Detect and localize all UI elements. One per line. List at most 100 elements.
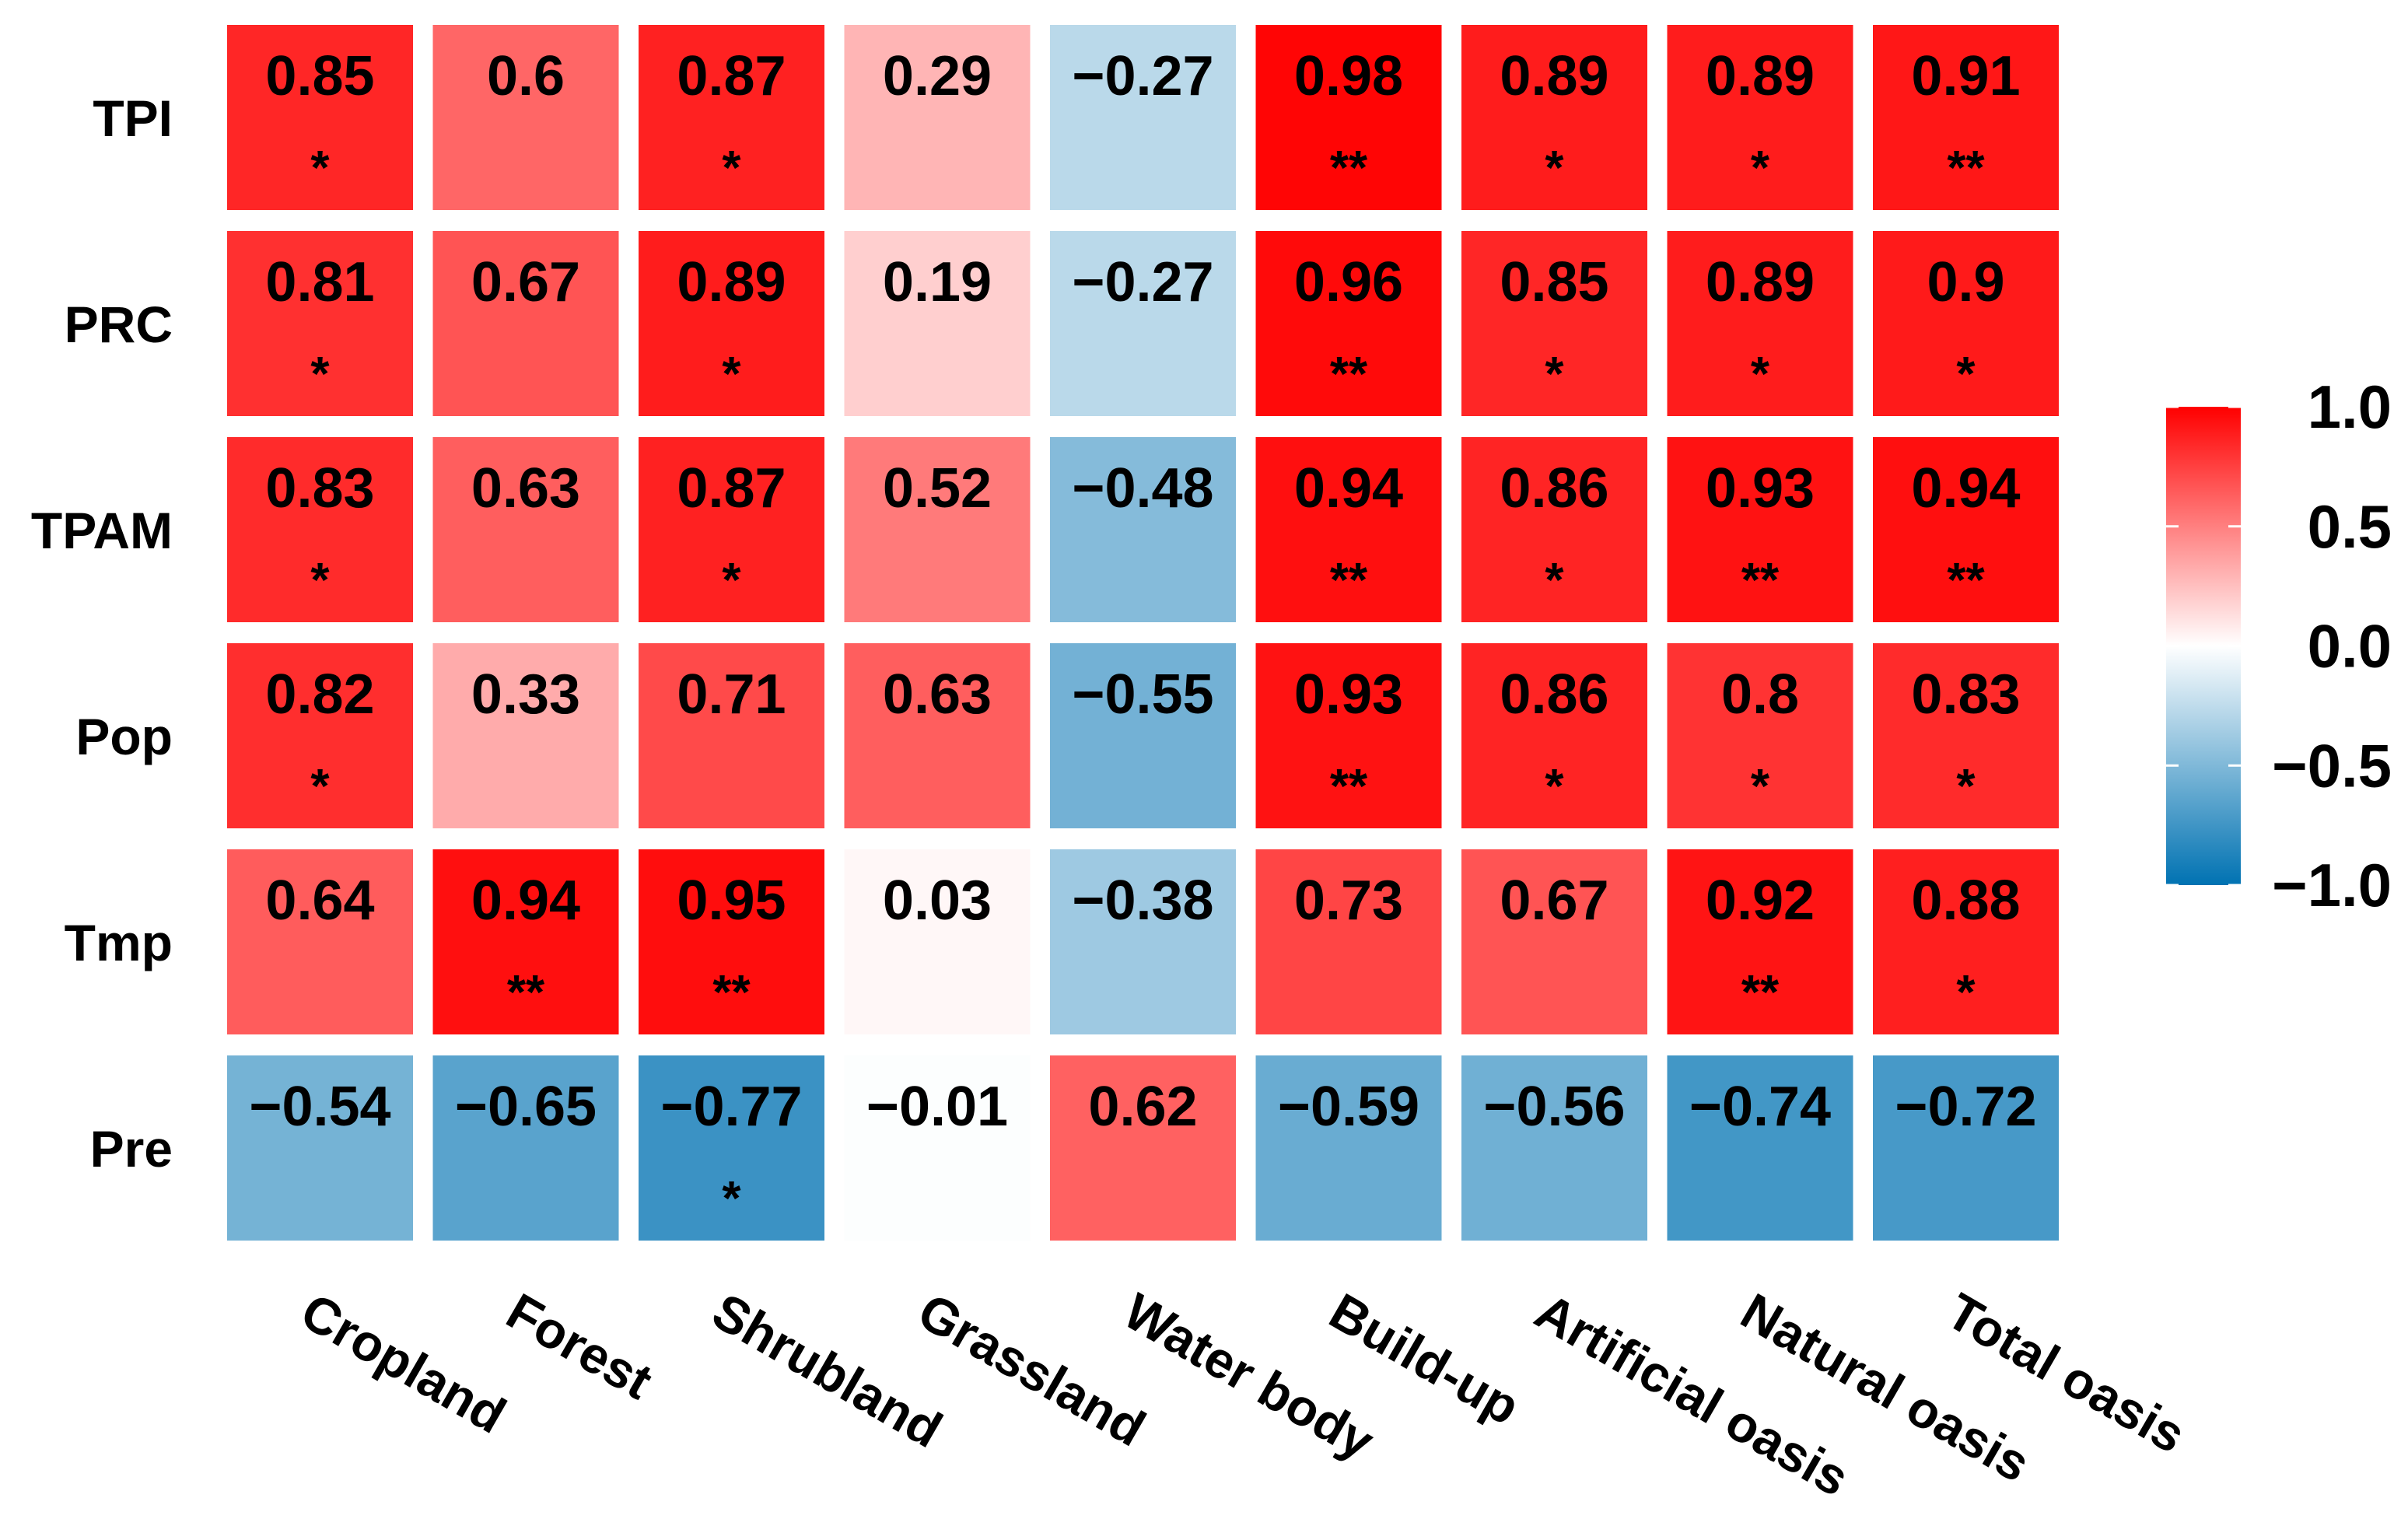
cell-value-label: 0.6 bbox=[487, 45, 565, 107]
cell-rect bbox=[1050, 1055, 1236, 1241]
cell-rect bbox=[1873, 1055, 2059, 1241]
heatmap-cell: −0.74 bbox=[1667, 1055, 1853, 1241]
heatmap-cell: 0.95 ** bbox=[639, 849, 824, 1034]
cell-rect bbox=[1667, 437, 1853, 622]
cell-value-label: 0.52 bbox=[883, 457, 992, 520]
heatmap-cell: −0.54 bbox=[227, 1055, 413, 1241]
cell-rect bbox=[1050, 437, 1236, 622]
column-label: Forest bbox=[498, 1282, 663, 1410]
cell-significance-label: * bbox=[1545, 348, 1564, 401]
cell-rect bbox=[639, 1055, 824, 1241]
heatmap-cell: 0.82 * bbox=[227, 643, 413, 828]
cell-value-label: −0.38 bbox=[1072, 870, 1213, 932]
cell-significance-label: * bbox=[1545, 554, 1564, 607]
cell-value-label: 0.63 bbox=[471, 457, 580, 520]
heatmap-cell: 0.89 * bbox=[1667, 25, 1853, 210]
cell-rect bbox=[1255, 1055, 1442, 1241]
cell-rect bbox=[1667, 643, 1853, 828]
cell-rect bbox=[1255, 849, 1442, 1034]
cell-rect bbox=[1667, 849, 1853, 1034]
cell-value-label: 0.93 bbox=[1294, 663, 1403, 726]
cell-significance-label: * bbox=[722, 142, 741, 195]
cell-rect bbox=[1461, 25, 1647, 210]
heatmap-cell: 0.91 ** bbox=[1873, 25, 2059, 210]
cell-rect bbox=[227, 25, 413, 210]
heatmap-cell: 0.71 bbox=[639, 643, 824, 828]
cell-rect bbox=[1667, 1055, 1853, 1241]
cell-significance-label: * bbox=[1956, 966, 1976, 1020]
heatmap-cell: −0.27 bbox=[1050, 25, 1236, 210]
cell-value-label: 0.87 bbox=[677, 45, 786, 107]
cell-value-label: 0.83 bbox=[1911, 663, 2020, 726]
cell-rect bbox=[1255, 437, 1442, 622]
heatmap-cell: 0.92 ** bbox=[1667, 849, 1853, 1034]
cell-value-label: 0.71 bbox=[677, 663, 786, 726]
cell-significance-label: * bbox=[1956, 348, 1976, 401]
cell-rect bbox=[1873, 25, 2059, 210]
cell-value-label: −0.01 bbox=[866, 1076, 1008, 1138]
heatmap-cell: 0.94 ** bbox=[1873, 437, 2059, 622]
heatmap-cell: 0.94 ** bbox=[1255, 437, 1442, 622]
heatmap-cell: 0.87 * bbox=[639, 437, 824, 622]
cell-rect bbox=[432, 231, 619, 416]
row-label: TPAM bbox=[31, 502, 173, 559]
heatmap-cell: 0.93 ** bbox=[1255, 643, 1442, 828]
cell-value-label: 0.83 bbox=[265, 457, 374, 520]
colorbar-tick-label: −1.0 bbox=[2272, 851, 2392, 919]
cell-significance-label: * bbox=[1545, 142, 1564, 195]
cell-value-label: 0.81 bbox=[265, 251, 374, 313]
cell-rect bbox=[432, 437, 619, 622]
heatmap-cell: 0.81 * bbox=[227, 231, 413, 416]
heatmap-cell: 0.9 * bbox=[1873, 231, 2059, 416]
cell-rect bbox=[227, 1055, 413, 1241]
cell-significance-label: ** bbox=[1330, 554, 1368, 607]
cell-value-label: 0.85 bbox=[265, 45, 374, 107]
heatmap-cell: −0.72 bbox=[1873, 1055, 2059, 1241]
heatmap-cell: −0.65 bbox=[432, 1055, 619, 1241]
heatmap-cell: 0.67 bbox=[1461, 849, 1647, 1034]
row-label: PRC bbox=[65, 296, 173, 353]
cell-value-label: −0.72 bbox=[1895, 1076, 2036, 1138]
cell-rect bbox=[639, 437, 824, 622]
cell-value-label: −0.65 bbox=[455, 1076, 597, 1138]
heatmap-cell: 0.33 bbox=[432, 643, 619, 828]
cell-value-label: 0.88 bbox=[1911, 870, 2020, 932]
colorbar-tick-label: 0.5 bbox=[2308, 492, 2392, 561]
cell-significance-label: ** bbox=[1330, 760, 1368, 814]
cell-rect bbox=[844, 437, 1031, 622]
cell-significance-label: ** bbox=[712, 966, 751, 1020]
cell-value-label: 0.93 bbox=[1706, 457, 1815, 520]
cell-rect bbox=[1667, 25, 1853, 210]
cell-significance-label: ** bbox=[1947, 554, 1985, 607]
column-label: Shrubland bbox=[703, 1282, 952, 1458]
column-label: Grassland bbox=[909, 1282, 1156, 1458]
cell-significance-label: * bbox=[1956, 760, 1976, 814]
row-label: Tmp bbox=[65, 914, 173, 971]
heatmap-cell: 0.62 bbox=[1050, 1055, 1236, 1241]
heatmap-cell: −0.27 bbox=[1050, 231, 1236, 416]
heatmap-cell: 0.73 bbox=[1255, 849, 1442, 1034]
heatmap-cell: 0.6 bbox=[432, 25, 619, 210]
cell-value-label: −0.59 bbox=[1278, 1076, 1419, 1138]
heatmap-cell: 0.8 * bbox=[1667, 643, 1853, 828]
cell-rect bbox=[432, 849, 619, 1034]
cell-significance-label: * bbox=[722, 348, 741, 401]
heatmap-cell: 0.88 * bbox=[1873, 849, 2059, 1034]
heatmap-cell: 0.98 ** bbox=[1255, 25, 1442, 210]
heatmap-cell: −0.56 bbox=[1461, 1055, 1647, 1241]
cell-value-label: 0.98 bbox=[1294, 45, 1403, 107]
cell-value-label: −0.77 bbox=[660, 1076, 802, 1138]
cell-significance-label: * bbox=[1751, 348, 1770, 401]
row-labels: TPI PRC TPAM Pop Tmp Pre bbox=[31, 89, 173, 1178]
cell-rect bbox=[639, 643, 824, 828]
heatmap-cell: 0.63 bbox=[844, 643, 1031, 828]
cell-significance-label: * bbox=[1545, 760, 1564, 814]
cell-rect bbox=[1461, 231, 1647, 416]
cell-rect bbox=[1050, 231, 1236, 416]
cell-rect bbox=[227, 231, 413, 416]
cell-value-label: 0.73 bbox=[1294, 870, 1403, 932]
cell-value-label: 0.67 bbox=[471, 251, 580, 313]
cell-value-label: 0.29 bbox=[883, 45, 992, 107]
cell-rect bbox=[1255, 643, 1442, 828]
cell-significance-label: * bbox=[1751, 142, 1770, 195]
